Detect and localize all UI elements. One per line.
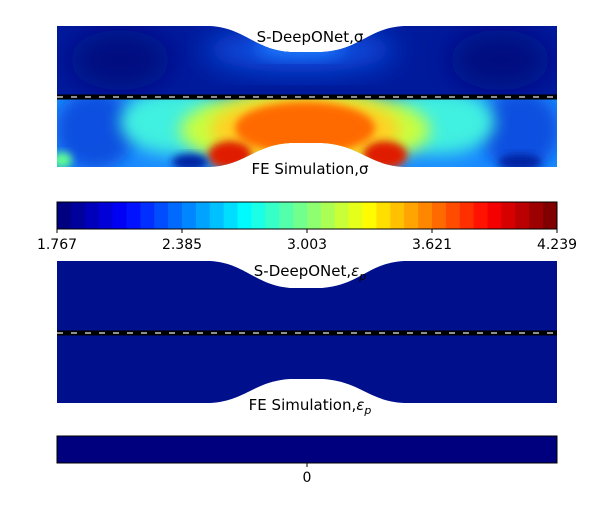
- stress-colorbar-segment: [84, 202, 100, 229]
- stress-colorbar-segment: [432, 202, 447, 229]
- stress-colorbar-segment: [348, 202, 364, 229]
- stress-colorbar-segment: [418, 202, 433, 229]
- stress-colorbar-segment: [404, 202, 419, 229]
- stress-colorbar-segment: [501, 202, 516, 229]
- stress-colorbar-segment: [543, 202, 558, 229]
- stress-simulation-field: [57, 97, 557, 167]
- stress-colorbar-segment: [376, 202, 391, 229]
- strain-colorbar: [56, 435, 558, 464]
- stress-colorbar-segment: [529, 202, 544, 229]
- strain-simulation-label: FE Simulation,εp: [249, 396, 372, 417]
- stress-colorbar: [57, 202, 558, 229]
- stress-colorbar-segment: [293, 202, 308, 229]
- stress-colorbar-segment: [98, 202, 114, 229]
- stress-colorbar-segment: [487, 202, 502, 229]
- stress-colorbar-segment: [459, 202, 475, 229]
- stress-colorbar-segment: [154, 202, 169, 229]
- stress-colorbar-segment: [445, 202, 461, 229]
- stress-colorbar-segment: [70, 202, 86, 229]
- stress-colorbar-segment: [140, 202, 155, 229]
- stress-colorbar-segment: [57, 202, 72, 229]
- stress-colorbar-tick-label: 2.385: [162, 237, 202, 253]
- stress-colorbar-ticks: 1.767 2.385 3.003 3.621 4.239: [37, 229, 577, 253]
- stress-colorbar-segment: [279, 202, 294, 229]
- stress-colorbar-segment: [265, 202, 280, 229]
- stress-colorbar-segment: [362, 202, 377, 229]
- stress-colorbar-segment: [195, 202, 211, 229]
- strain-simulation-field: [57, 333, 557, 403]
- stress-colorbar-segment: [182, 202, 197, 229]
- stress-colorbar-segment: [126, 202, 141, 229]
- strain-prediction-label: S-DeepONet,εp: [254, 262, 366, 283]
- stress-colorbar-segment: [237, 202, 252, 229]
- stress-colorbar-segment: [515, 202, 530, 229]
- stress-colorbar-segment: [334, 202, 350, 229]
- stress-colorbar-tick-label: 3.003: [287, 237, 327, 253]
- stress-colorbar-segment: [307, 202, 322, 229]
- stress-colorbar-segment: [251, 202, 266, 229]
- stress-colorbar-segment: [112, 202, 127, 229]
- stress-prediction-label: S-DeepONet,σ: [257, 28, 364, 46]
- stress-simulation-label: FE Simulation,σ: [251, 160, 369, 178]
- stress-colorbar-segment: [473, 202, 489, 229]
- stress-colorbar-segment: [390, 202, 405, 229]
- stress-colorbar-segment: [168, 202, 183, 229]
- stress-colorbar-tick-label: 3.621: [412, 237, 452, 253]
- strain-colorbar-tick-label: 0: [303, 470, 312, 486]
- stress-colorbar-segment: [223, 202, 239, 229]
- stress-colorbar-tick-label: 1.767: [37, 237, 77, 253]
- stress-colorbar-segment: [209, 202, 225, 229]
- stress-colorbar-segment: [320, 202, 336, 229]
- stress-colorbar-tick-label: 4.239: [537, 237, 577, 253]
